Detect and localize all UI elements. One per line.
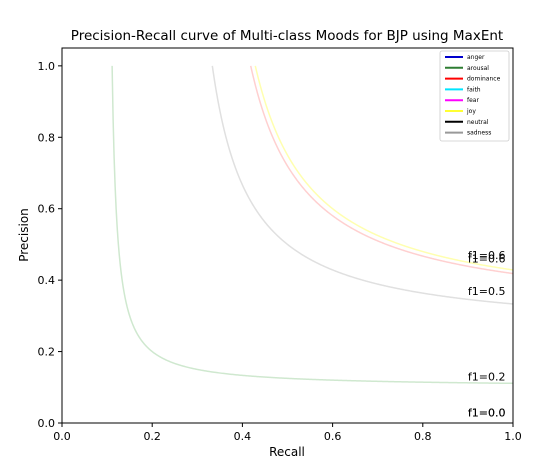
legend-label: sadness <box>467 130 491 137</box>
legend-label: joy <box>466 108 476 115</box>
iso-f1-label: f1=0.6 <box>468 253 506 266</box>
x-ticks: 0.0 0.2 0.4 0.6 0.8 1.0 <box>53 423 522 443</box>
x-tick-label: 0.2 <box>143 430 161 443</box>
legend-label: arousal <box>467 65 489 72</box>
y-tick-label: 0.2 <box>38 346 56 359</box>
iso-f1-curve <box>111 65 514 385</box>
y-tick-label: 1.0 <box>38 60 56 73</box>
legend-label: faith <box>467 86 481 93</box>
iso-f1-label: f1=0.6 <box>468 249 506 262</box>
legend: anger arousal dominance faith fear joy neutral… <box>439 50 510 142</box>
chart-title: Precision-Recall curve of Multi-class Mo… <box>71 28 503 44</box>
iso-f1-curve <box>254 65 514 271</box>
y-tick-label: 0.8 <box>38 131 56 144</box>
iso-f1-label: f1=0.0 <box>468 406 506 419</box>
iso-f1-label: f1=0.5 <box>468 285 506 298</box>
legend-box <box>439 50 510 142</box>
iso-f1-label: f1=0.0 <box>468 406 506 419</box>
curves-layer <box>111 65 514 385</box>
y-ticks: 0.0 0.2 0.4 0.6 0.8 1.0 <box>38 60 62 430</box>
legend-label: dominance <box>467 76 501 83</box>
x-tick-label: 0.6 <box>324 430 342 443</box>
y-tick-label: 0.6 <box>38 203 56 216</box>
y-axis-label: Precision <box>17 208 31 262</box>
legend-label: anger <box>467 54 485 61</box>
legend-label: fear <box>467 97 479 104</box>
y-tick-label: 0.0 <box>38 417 56 430</box>
y-tick-label: 0.4 <box>38 274 56 287</box>
x-tick-label: 1.0 <box>504 430 522 443</box>
f1-label-layer: f1=0.6f1=0.6f1=0.5f1=0.2f1=0.0f1=0.0 <box>468 249 506 419</box>
x-tick-label: 0.8 <box>414 430 432 443</box>
x-axis-label: Recall <box>269 445 305 459</box>
iso-f1-label: f1=0.2 <box>468 371 506 384</box>
iso-f1-curve <box>211 65 514 305</box>
legend-label: neutral <box>467 119 489 126</box>
iso-f1-curve <box>249 65 514 275</box>
x-tick-label: 0.4 <box>234 430 252 443</box>
plot-frame <box>61 47 514 424</box>
x-tick-label: 0.0 <box>53 430 71 443</box>
